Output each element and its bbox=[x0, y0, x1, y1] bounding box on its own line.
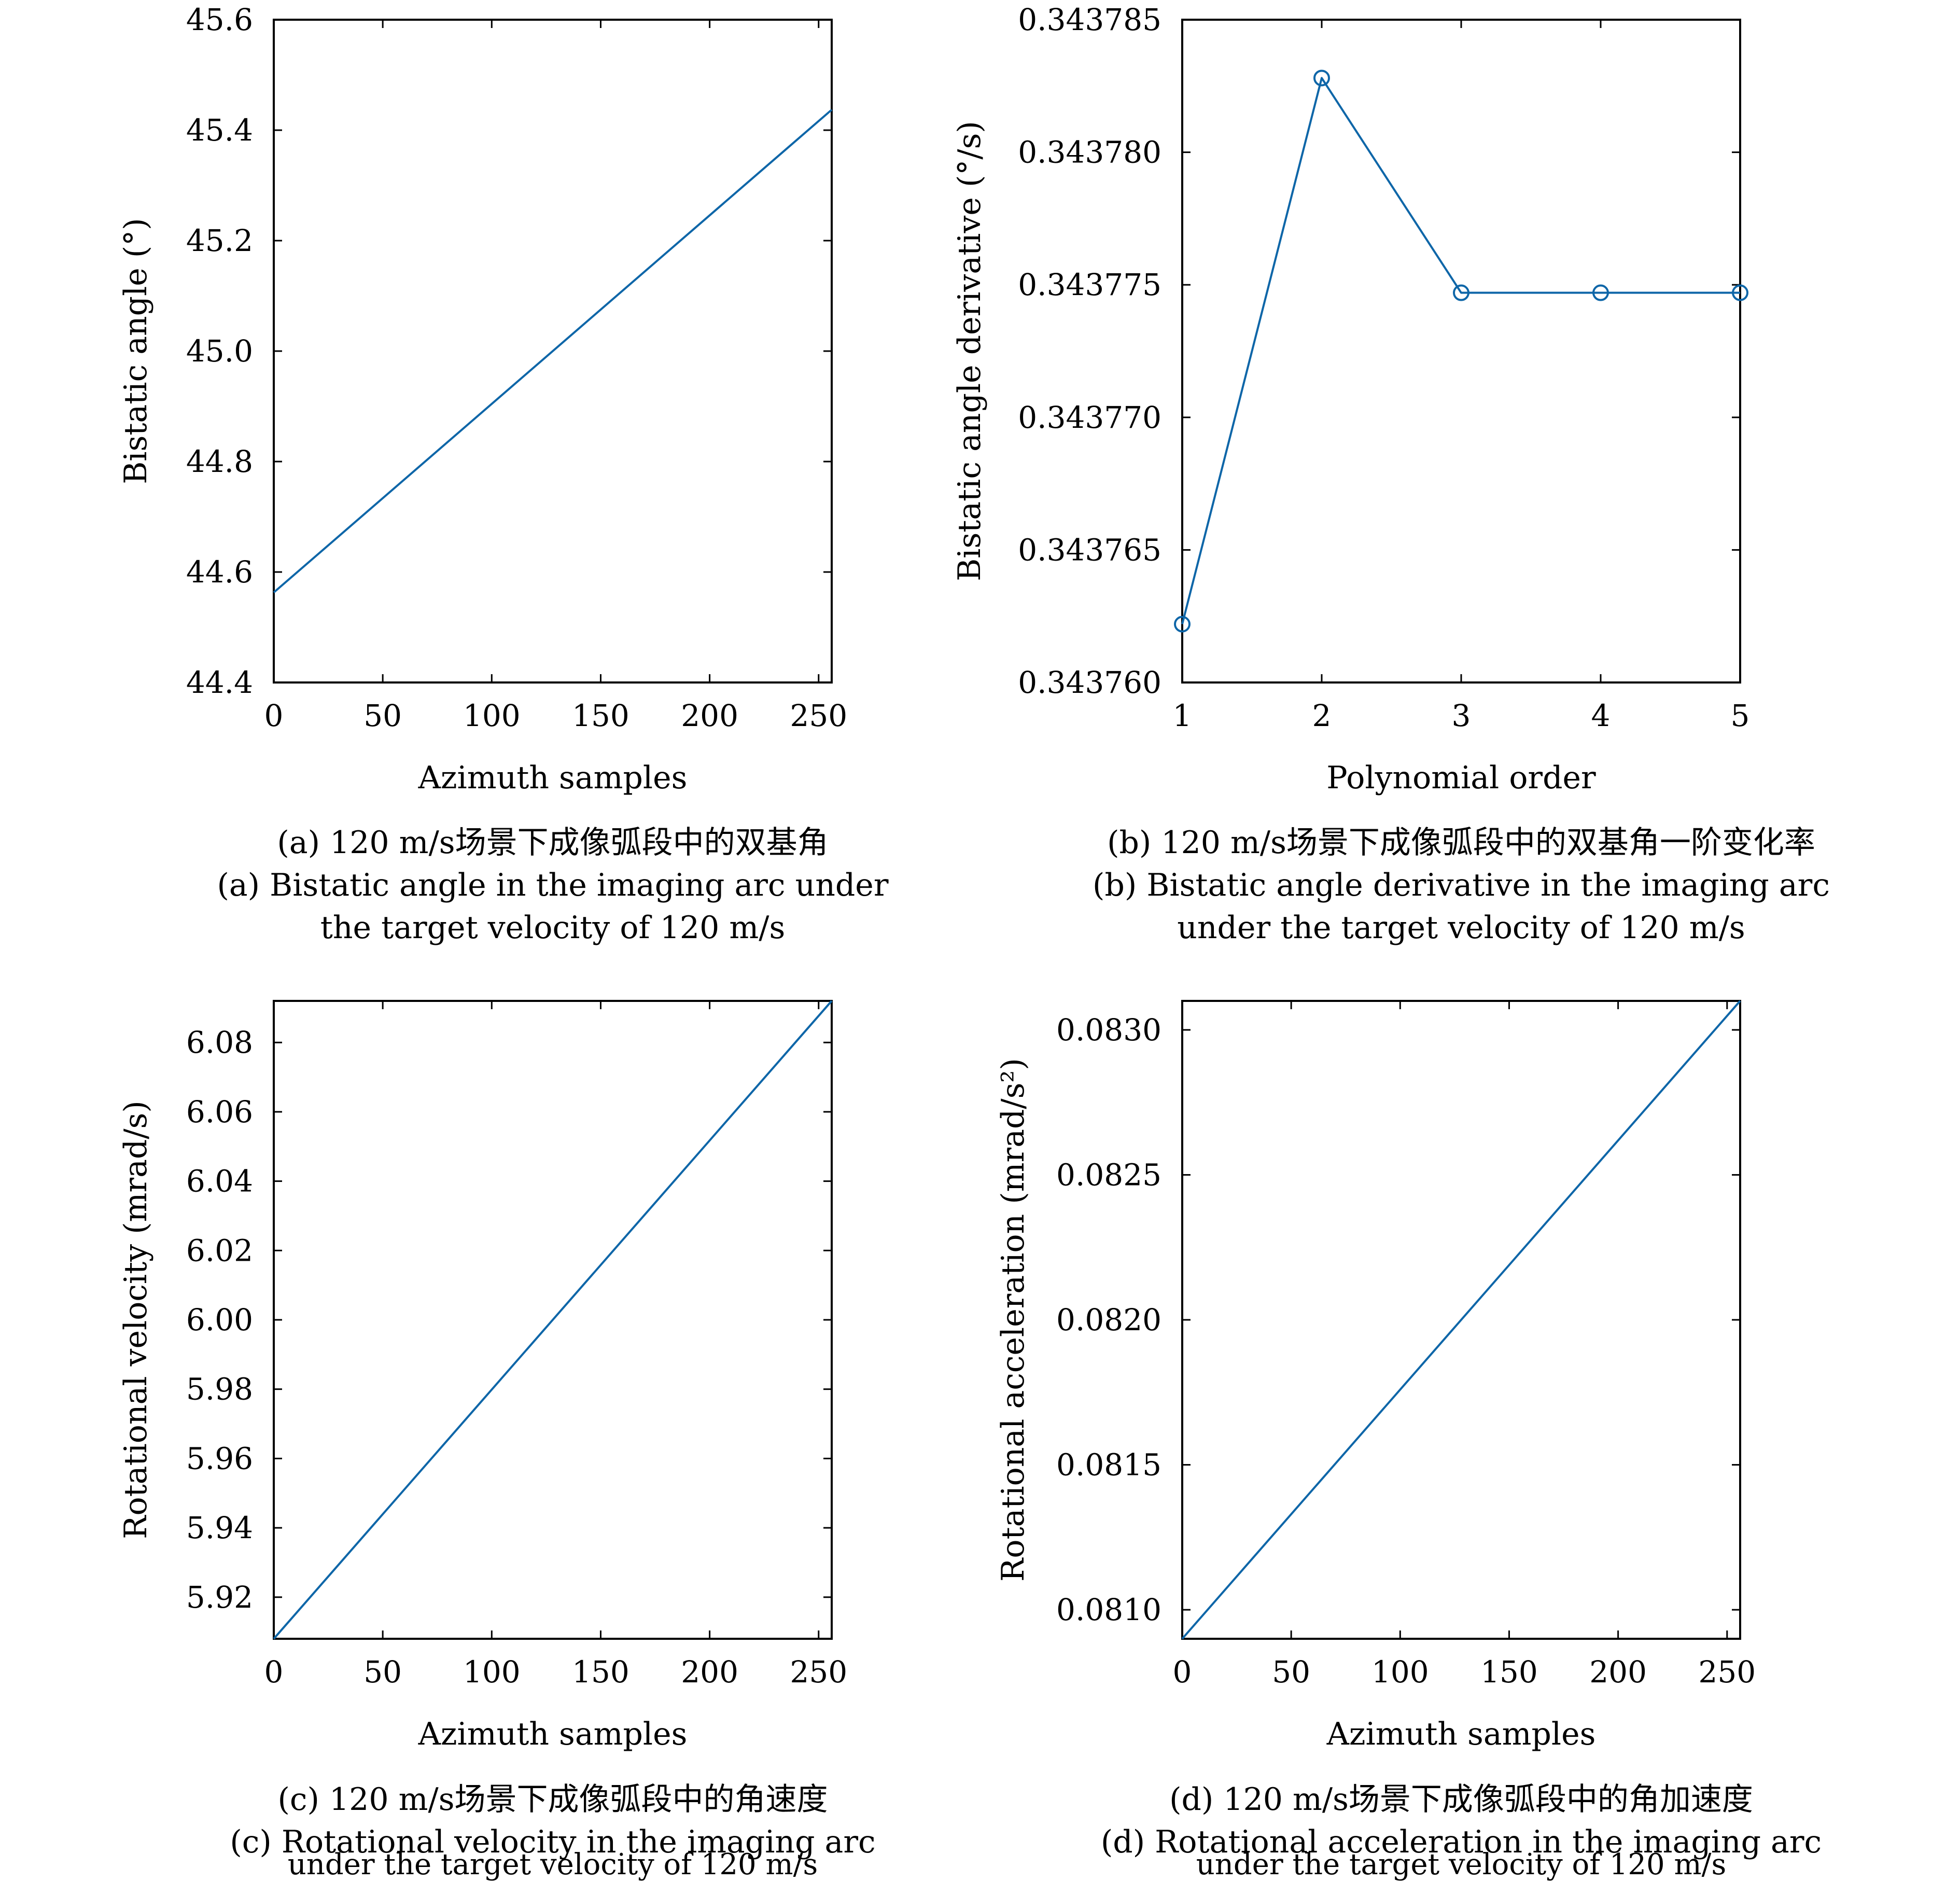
series-line bbox=[1181, 77, 1740, 625]
x-tick-label: 0 bbox=[264, 1654, 284, 1690]
x-tick-label: 150 bbox=[1480, 1654, 1538, 1690]
y-tick-label: 6.00 bbox=[186, 1302, 253, 1337]
y-tick-label: 0.0815 bbox=[1056, 1447, 1161, 1483]
series-line bbox=[273, 1000, 833, 1640]
y-tick-label: 45.4 bbox=[186, 113, 253, 148]
x-tick-label: 200 bbox=[1589, 1654, 1647, 1690]
x-tick-label: 5 bbox=[1731, 698, 1750, 733]
y-tick-label: 5.94 bbox=[186, 1510, 253, 1545]
y-tick-label: 0.343770 bbox=[1018, 400, 1161, 435]
x-tick-label: 3 bbox=[1452, 698, 1471, 733]
x-axis-title: Polynomial order bbox=[1326, 760, 1596, 796]
y-axis-title: Rotational velocity (mrad/s) bbox=[118, 1100, 154, 1539]
x-tick-label: 1 bbox=[1173, 698, 1192, 733]
caption-en-line1: (a) Bistatic angle in the imaging arc un… bbox=[217, 867, 888, 903]
series-line bbox=[1181, 1000, 1741, 1640]
y-axis-title: Rotational acceleration (mrad/s²) bbox=[995, 1058, 1031, 1582]
data-point bbox=[1732, 284, 1748, 301]
caption-en-line1: (b) Bistatic angle derivative in the ima… bbox=[1093, 867, 1830, 903]
y-tick-label: 0.343760 bbox=[1018, 665, 1161, 700]
x-tick-label: 50 bbox=[1272, 1654, 1310, 1690]
x-tick-label: 100 bbox=[463, 698, 521, 733]
x-tick-label: 100 bbox=[1371, 1654, 1429, 1690]
panel-c: 0 50 100 150 200 250 5.92 5.94 5.96 5.98 6.00 6.02 6… bbox=[118, 1000, 876, 1881]
y-tick-label: 6.04 bbox=[186, 1164, 253, 1199]
y-tick-label: 45.0 bbox=[186, 333, 253, 369]
panel-b: 1 2 3 4 5 0.343760 0.343765 0.343770 0.343775 0.3… bbox=[951, 2, 1830, 946]
caption-en-line2: under the target velocity of 120 m/s bbox=[1177, 910, 1745, 946]
x-tick-label: 150 bbox=[572, 698, 629, 733]
x-tick-label: 250 bbox=[790, 698, 847, 733]
x-tick-label: 100 bbox=[463, 1654, 521, 1690]
panel-d: 0 50 100 150 200 250 0.0810 0.0815 0.0820 0.0825 0… bbox=[995, 1000, 1822, 1881]
x-axis-title: Azimuth samples bbox=[418, 760, 688, 796]
data-point bbox=[1313, 69, 1330, 87]
caption-en-line2: the target velocity of 120 m/s bbox=[320, 910, 785, 946]
y-tick-label: 5.96 bbox=[186, 1441, 253, 1476]
x-tick-label: 2 bbox=[1312, 698, 1332, 733]
y-tick-label: 44.6 bbox=[186, 554, 253, 590]
x-tick-label: 0 bbox=[1173, 1654, 1192, 1690]
caption-zh: (b) 120 m/s场景下成像弧段中的双基角一阶变化率 bbox=[1107, 825, 1815, 861]
data-point bbox=[1453, 284, 1469, 301]
x-tick-label: 200 bbox=[681, 1654, 738, 1690]
x-tick-label: 4 bbox=[1591, 698, 1611, 733]
y-tick-label: 0.343775 bbox=[1018, 267, 1161, 302]
y-axis-title: Bistatic angle derivative (°/s) bbox=[951, 121, 988, 581]
x-tick-label: 150 bbox=[572, 1654, 629, 1690]
data-point bbox=[1174, 616, 1191, 633]
y-tick-label: 0.0820 bbox=[1056, 1302, 1161, 1337]
y-tick-label: 44.8 bbox=[186, 444, 253, 479]
y-tick-label: 0.0830 bbox=[1056, 1012, 1161, 1048]
y-tick-label: 0.343765 bbox=[1018, 532, 1161, 567]
series-line bbox=[273, 109, 833, 593]
y-tick-label: 0.0825 bbox=[1056, 1157, 1161, 1192]
caption-en-line2: under the target velocity of 120 m/s bbox=[288, 1848, 818, 1881]
x-tick-label: 250 bbox=[1698, 1654, 1756, 1690]
x-axis-title: Azimuth samples bbox=[1326, 1716, 1596, 1752]
x-axis-title: Azimuth samples bbox=[418, 1716, 688, 1752]
caption-zh: (c) 120 m/s场景下成像弧段中的角速度 bbox=[278, 1781, 828, 1818]
y-tick-label: 0.0810 bbox=[1056, 1592, 1161, 1627]
panel-a: 0 50 100 150 200 250 44.4 44.6 44.8 45.0 45.2 45.4 4… bbox=[118, 2, 889, 946]
y-tick-label: 0.343780 bbox=[1018, 135, 1161, 170]
y-tick-label: 45.2 bbox=[186, 223, 253, 258]
x-tick-label: 250 bbox=[790, 1654, 847, 1690]
caption-zh: (d) 120 m/s场景下成像弧段中的角加速度 bbox=[1169, 1781, 1753, 1818]
x-tick-label: 50 bbox=[363, 1654, 402, 1690]
x-tick-label: 0 bbox=[264, 698, 284, 733]
x-tick-label: 50 bbox=[363, 698, 402, 733]
caption-en-line1: (d) Rotational acceleration in the imagi… bbox=[1101, 1824, 1822, 1860]
y-tick-label: 6.08 bbox=[186, 1025, 253, 1060]
y-tick-label: 45.6 bbox=[186, 2, 253, 37]
y-tick-label: 5.98 bbox=[186, 1372, 253, 1407]
caption-en-line2: under the target velocity of 120 m/s bbox=[1196, 1848, 1726, 1881]
y-tick-label: 6.06 bbox=[186, 1094, 253, 1130]
y-tick-label: 6.02 bbox=[186, 1233, 253, 1268]
y-tick-label: 5.92 bbox=[186, 1580, 253, 1615]
caption-en-line1: (c) Rotational velocity in the imaging a… bbox=[230, 1824, 875, 1860]
data-point bbox=[1592, 284, 1609, 301]
y-tick-label: 0.343785 bbox=[1018, 2, 1161, 37]
y-tick-label: 44.4 bbox=[186, 665, 253, 700]
y-axis-title: Bistatic angle (°) bbox=[118, 218, 154, 484]
x-tick-label: 200 bbox=[681, 698, 738, 733]
caption-zh: (a) 120 m/s场景下成像弧段中的双基角 bbox=[277, 825, 828, 861]
